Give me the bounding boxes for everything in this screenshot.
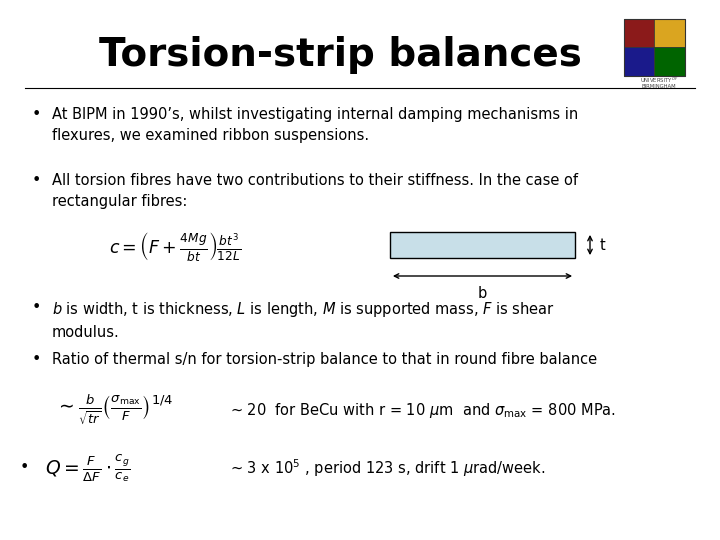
Text: All torsion fibres have two contributions to their stiffness. In the case of
rec: All torsion fibres have two contribution… [52,173,578,209]
Text: ~ 3 x 10$^5$ , period 123 s, drift 1 $\mu$rad/week.: ~ 3 x 10$^5$ , period 123 s, drift 1 $\m… [230,457,546,479]
Text: •: • [20,461,30,476]
Text: •: • [32,352,41,367]
Text: UNIVERSITY$^{OF}$: UNIVERSITY$^{OF}$ [639,76,678,85]
Text: $b$ is width, t is thickness, $L$ is length, $M$ is supported mass, $F$ is shear: $b$ is width, t is thickness, $L$ is len… [52,300,555,340]
Bar [624,47,654,76]
Text: t: t [600,238,606,253]
Text: At BIPM in 1990’s, whilst investigating internal damping mechanisms in
flexures,: At BIPM in 1990’s, whilst investigating … [52,107,578,143]
Text: $c = \left(F + \frac{4Mg}{bt}\right)\frac{bt^3}{12L}$: $c = \left(F + \frac{4Mg}{bt}\right)\fra… [109,232,241,265]
Text: b: b [478,286,487,301]
Bar [654,47,685,76]
Text: $\sim \frac{b}{\sqrt{tr}}\left(\frac{\sigma_{\mathrm{max}}}{F}\right)^{1/4}$: $\sim \frac{b}{\sqrt{tr}}\left(\frac{\si… [55,393,174,427]
Bar [654,19,685,47]
Bar [624,19,685,76]
Text: Torsion-strip balances: Torsion-strip balances [99,36,582,74]
Text: •: • [32,173,41,188]
Text: Ratio of thermal s/n for torsion-strip balance to that in round fibre balance: Ratio of thermal s/n for torsion-strip b… [52,352,597,367]
Text: BIRMINGHAM: BIRMINGHAM [642,84,676,90]
Text: •: • [32,300,41,315]
Bar [390,232,575,258]
Text: $Q = \frac{F}{\Delta F} \cdot \frac{c_g}{c_e}$: $Q = \frac{F}{\Delta F} \cdot \frac{c_g}… [45,452,130,484]
Bar [624,19,654,47]
Text: ~ 20  for BeCu with r = 10 $\mu$m  and $\sigma_{\mathrm{max}}$ = 800 MPa.: ~ 20 for BeCu with r = 10 $\mu$m and $\s… [230,401,616,420]
Text: •: • [32,107,41,122]
